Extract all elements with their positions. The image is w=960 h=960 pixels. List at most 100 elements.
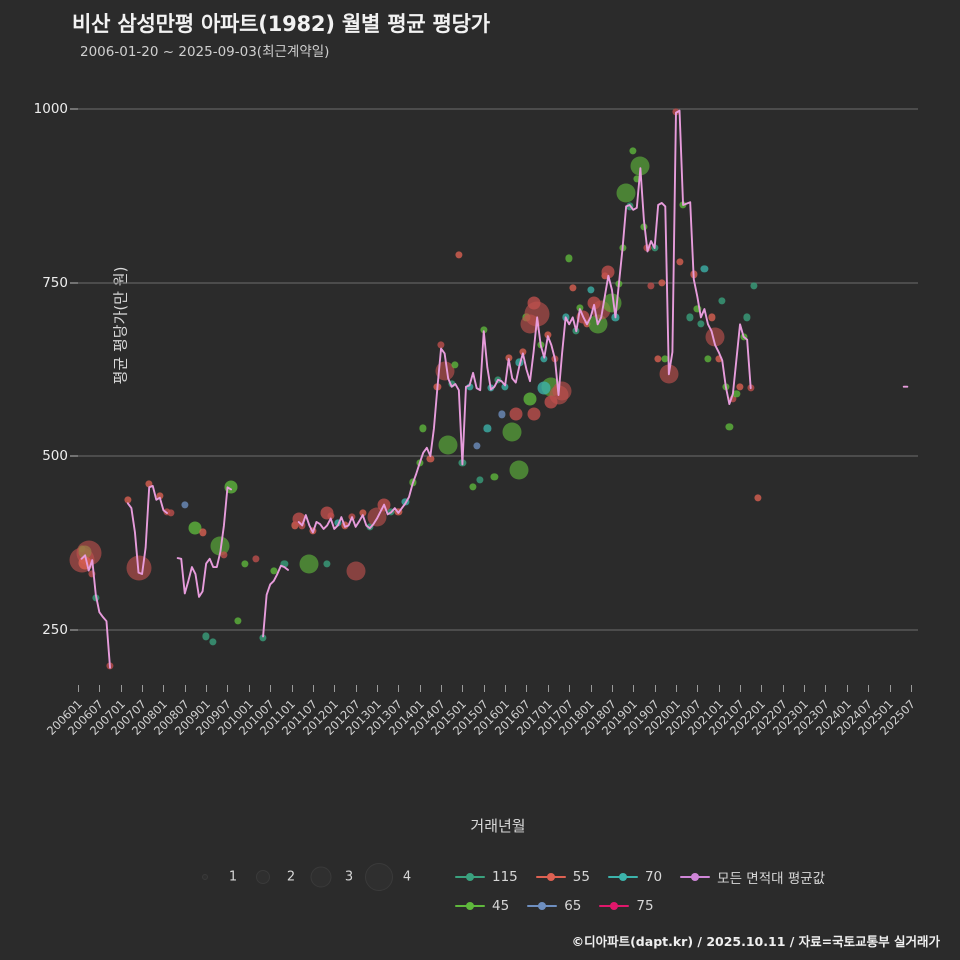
y-tick-label: 1000: [33, 101, 68, 118]
scatter-point: [630, 156, 650, 176]
x-tick-mark: [483, 685, 485, 692]
page-title: 비산 삼성만평 아파트(1982) 월별 평균 평당가: [72, 12, 490, 36]
scatter-point: [465, 383, 474, 391]
scatter-point: [565, 254, 573, 262]
scatter-point: [693, 305, 701, 313]
y-tick-mark: [70, 282, 78, 284]
x-tick-mark: [825, 685, 827, 692]
scatter-point: [327, 512, 335, 520]
scatter-point: [502, 422, 522, 442]
scatter-point: [732, 390, 741, 398]
average-line-segment: [176, 486, 233, 598]
x-tick-mark: [99, 685, 101, 692]
x-tick-mark: [740, 685, 742, 692]
x-tick-mark: [163, 685, 165, 692]
scatter-point: [725, 423, 733, 431]
x-tick-mark: [441, 685, 443, 692]
scatter-point: [527, 407, 541, 421]
scatter-point: [448, 380, 456, 388]
gridline: [78, 455, 918, 457]
scatter-point: [754, 494, 762, 502]
scatter-point: [601, 265, 615, 279]
scatter-point: [509, 460, 529, 480]
scatter-point: [540, 355, 548, 363]
scatter-point: [523, 392, 537, 406]
scatter-point: [586, 286, 595, 294]
x-tick-mark: [505, 685, 507, 692]
x-tick-mark: [547, 685, 549, 692]
scatter-point: [455, 251, 463, 259]
gridline: [78, 629, 918, 630]
x-tick-mark: [334, 685, 336, 692]
legend-item[interactable]: 55: [535, 869, 590, 885]
scatter-point: [537, 381, 551, 395]
scatter-point: [473, 442, 481, 450]
scatter-point: [480, 326, 488, 334]
scatter-point: [704, 355, 712, 363]
size-legend-dot: [256, 870, 270, 884]
x-tick-mark: [633, 685, 635, 692]
legend-item[interactable]: 45: [455, 898, 509, 914]
x-tick-mark: [569, 685, 571, 692]
legend-marker-icon: [599, 899, 630, 913]
x-tick-mark: [248, 685, 250, 692]
legend-item[interactable]: 75: [599, 898, 654, 914]
legend-label: 115: [492, 869, 518, 885]
scatter-point: [280, 560, 289, 568]
scatter-point: [220, 551, 228, 559]
x-tick-mark: [761, 685, 763, 692]
legend-marker-icon: [535, 870, 566, 884]
x-tick-mark: [376, 685, 378, 692]
legend-item[interactable]: 70: [607, 869, 663, 885]
scatter-point: [718, 297, 726, 305]
average-line-segment: [126, 484, 168, 575]
scatter-point: [299, 554, 319, 574]
gridline: [78, 282, 918, 284]
scatter-point: [419, 424, 427, 432]
scatter-point: [451, 360, 459, 369]
scatter-point: [736, 383, 744, 391]
scatter-point: [291, 521, 299, 530]
scatter-point: [476, 476, 484, 484]
legend-label: 70: [644, 869, 663, 885]
x-tick-mark: [846, 685, 848, 692]
scatter-point: [270, 566, 278, 575]
x-tick-mark: [782, 685, 784, 692]
scatter-point: [658, 279, 666, 287]
scatter-point: [209, 638, 217, 646]
scatter-point: [124, 496, 132, 504]
x-tick-mark: [355, 685, 357, 692]
y-tick-label: 500: [42, 448, 68, 465]
scatter-point: [198, 528, 207, 536]
legend-item[interactable]: 65: [527, 898, 581, 914]
scatter-point: [519, 348, 527, 356]
x-tick-mark: [142, 685, 144, 692]
scatter-point: [616, 183, 636, 202]
scatter-point: [334, 519, 342, 527]
average-line-segment: [297, 109, 752, 534]
y-tick-mark: [70, 629, 78, 630]
scatter-point: [505, 354, 513, 362]
x-tick-mark: [462, 685, 464, 692]
scatter-point: [234, 617, 242, 625]
scatter-point: [661, 355, 669, 363]
y-tick-label: 750: [42, 274, 68, 291]
scatter-point: [437, 341, 445, 349]
legend-row-2: 45 65 75: [455, 898, 672, 914]
x-tick-mark: [889, 685, 891, 692]
scatter-point: [697, 320, 705, 328]
average-line-series: [80, 109, 909, 669]
x-axis-label: 거래년월: [470, 817, 526, 835]
scatter-point: [569, 284, 577, 292]
legend-item[interactable]: 모든 면적대 평균값: [680, 867, 825, 887]
x-tick-mark: [120, 685, 122, 692]
x-tick-mark: [868, 685, 870, 692]
legend-label: 45: [492, 898, 510, 914]
footer-credit: ©디아파트(dapt.kr) / 2025.10.11 / 자료=국토교통부 실…: [571, 934, 940, 949]
scatter-point: [576, 304, 584, 312]
legend-item[interactable]: 115: [455, 869, 518, 885]
legend-marker-icon: [527, 899, 558, 913]
scatter-point: [633, 175, 641, 183]
scatter-point: [426, 455, 434, 463]
